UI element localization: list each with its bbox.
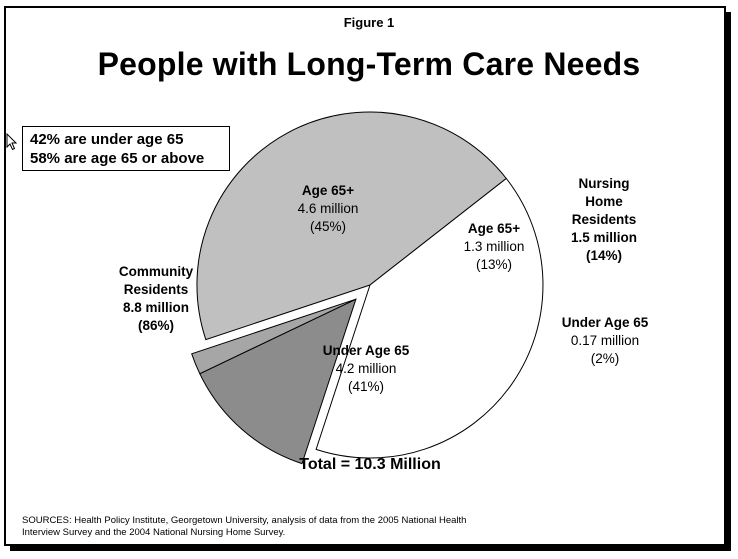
label-nursing-under-65: Under Age 65 0.17 million (2%) xyxy=(546,314,664,368)
label-community-age-65-name: Age 65+ xyxy=(301,183,355,198)
label-community-under-65-percent: (41%) xyxy=(347,379,384,394)
label-nursing-age-65: Age 65+ 1.3 million (13%) xyxy=(434,220,554,274)
label-community-under-65-value: 4.2 million xyxy=(335,361,397,376)
label-community-age-65-value: 4.6 million xyxy=(297,201,359,216)
sources-note: SOURCES: Health Policy Institute, George… xyxy=(22,515,467,538)
label-community-group-value: 8.8 million xyxy=(122,300,190,315)
pie-slice-nursing-under-65 xyxy=(191,298,357,375)
frame-shadow-bottom xyxy=(10,546,731,551)
label-nursing-age-65-value: 1.3 million xyxy=(463,239,525,254)
label-nursing-under-65-percent: (2%) xyxy=(590,351,620,366)
label-nursing-under-65-name: Under Age 65 xyxy=(561,315,649,330)
label-nursing-group-percent: (14%) xyxy=(585,248,622,263)
pie-slice-community-age-65-plus xyxy=(196,111,508,341)
chart-title: People with Long-Term Care Needs xyxy=(97,46,641,82)
callout-line-1: 42% are under age 65 xyxy=(30,131,184,148)
label-nursing-group-value: 1.5 million xyxy=(570,230,638,245)
figure-label: Figure 1 xyxy=(343,15,395,30)
pie-slice-community-under-65 xyxy=(315,177,544,459)
label-community-age-65: Age 65+ 4.6 million (45%) xyxy=(258,182,398,236)
label-nursing-group-name: Nursing Home Residents xyxy=(571,176,637,227)
label-community-under-65: Under Age 65 4.2 million (41%) xyxy=(296,342,436,396)
label-community-group-percent: (86%) xyxy=(137,318,174,333)
label-nursing-age-65-percent: (13%) xyxy=(475,257,512,272)
frame-shadow-right xyxy=(726,12,731,550)
label-community-under-65-name: Under Age 65 xyxy=(322,343,410,358)
label-nursing-age-65-name: Age 65+ xyxy=(467,221,521,236)
mouse-cursor-icon xyxy=(6,133,18,151)
label-nursing-home-group: Nursing Home Residents 1.5 million (14%) xyxy=(558,175,650,265)
pie-slice-nursing-age-65-plus xyxy=(199,298,357,465)
label-community-group-name: Community Residents xyxy=(118,264,194,297)
callout-line-2: 58% are age 65 or above xyxy=(30,150,205,167)
label-nursing-under-65-value: 0.17 million xyxy=(570,333,640,348)
age-callout-box: 42% are under age 65 58% are age 65 or a… xyxy=(22,126,230,171)
label-community-residents-group: Community Residents 8.8 million (86%) xyxy=(90,263,222,335)
total-label: Total = 10.3 Million xyxy=(299,456,441,473)
label-community-age-65-percent: (45%) xyxy=(309,219,346,234)
